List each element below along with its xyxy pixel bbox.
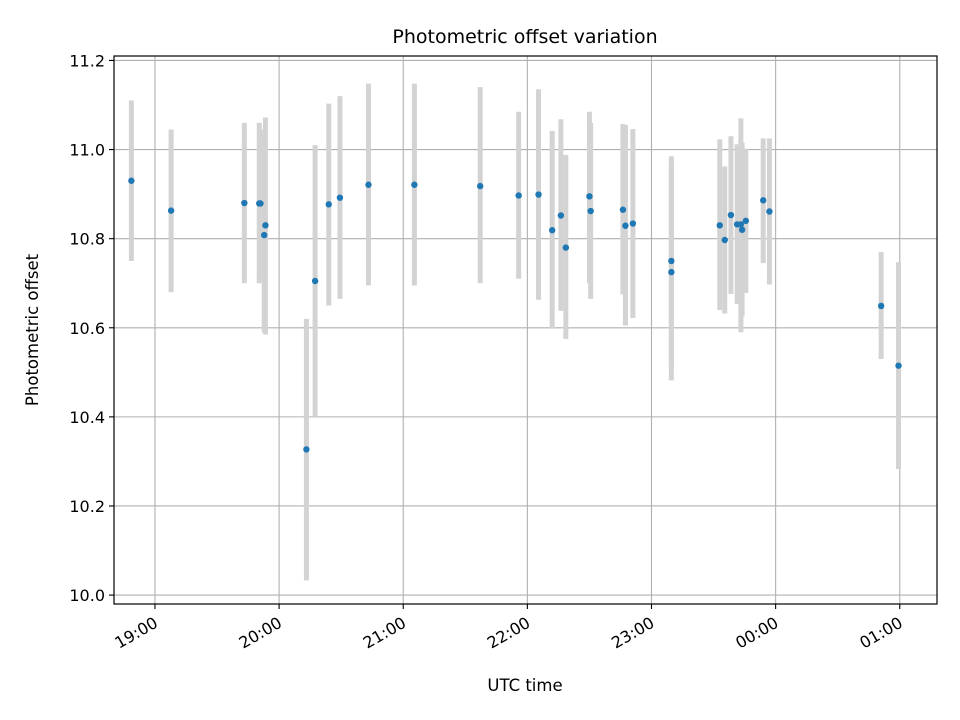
data-point: [476, 182, 484, 190]
data-point: [587, 207, 594, 215]
data-point: [895, 362, 902, 369]
chart-title: Photometric offset variation: [392, 26, 657, 48]
data-point: [241, 199, 248, 207]
data-point: [535, 191, 542, 198]
data-point: [586, 193, 593, 200]
data-point: [668, 268, 675, 276]
grid: [114, 56, 937, 604]
data-point: [167, 207, 175, 214]
data-point: [548, 227, 556, 234]
data-points: [128, 177, 902, 453]
data-point: [365, 181, 372, 188]
data-point: [738, 226, 746, 233]
data-point: [760, 197, 767, 204]
data-point: [128, 177, 135, 184]
data-point: [766, 208, 773, 215]
data-point: [336, 194, 344, 201]
data-point: [622, 222, 629, 229]
y-tick-label: 10.2: [69, 497, 105, 516]
y-tick-label: 11.0: [69, 141, 105, 160]
y-tick-label: 11.2: [69, 51, 105, 70]
data-point: [668, 257, 675, 265]
y-tick-label: 10.6: [69, 319, 105, 338]
data-point: [629, 220, 637, 227]
y-tick-label: 10.4: [69, 408, 105, 427]
data-point: [257, 200, 264, 207]
data-point: [877, 302, 885, 310]
y-tick-label: 10.8: [69, 230, 105, 249]
data-point: [716, 222, 723, 229]
x-axis-label: UTC time: [487, 676, 562, 695]
data-point: [515, 192, 522, 199]
data-point: [411, 181, 418, 188]
data-point: [721, 236, 728, 244]
data-point: [737, 221, 745, 228]
data-point: [261, 231, 268, 239]
y-axis: 10.0 10.2 10.4 10.6 10.8 11.0 11.2: [69, 51, 114, 605]
plot-frame: [113, 55, 938, 605]
data-point: [727, 211, 735, 219]
data-point: [325, 201, 332, 208]
data-point: [742, 217, 750, 225]
data-point: [311, 277, 319, 285]
data-point: [562, 244, 570, 251]
y-axis-label: Photometric offset: [23, 253, 42, 406]
data-point: [557, 212, 565, 219]
data-point: [303, 446, 310, 453]
data-point: [619, 206, 627, 213]
data-point: [262, 222, 269, 229]
y-tick-label: 10.0: [69, 586, 105, 605]
